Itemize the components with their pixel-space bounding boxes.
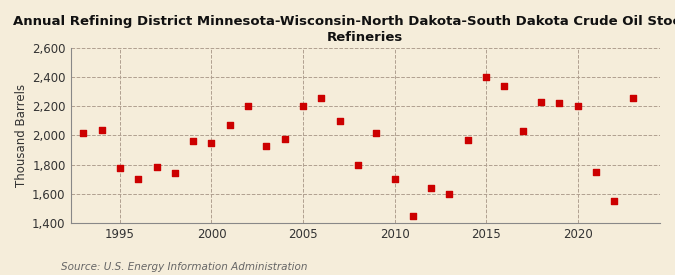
Point: [426, 186, 437, 190]
Point: [591, 170, 601, 174]
Point: [352, 162, 363, 167]
Point: [408, 213, 418, 218]
Point: [444, 191, 455, 196]
Point: [316, 95, 327, 100]
Point: [261, 144, 272, 148]
Point: [517, 129, 528, 133]
Y-axis label: Thousand Barrels: Thousand Barrels: [15, 84, 28, 187]
Point: [115, 166, 126, 170]
Point: [97, 127, 107, 132]
Point: [279, 137, 290, 141]
Point: [627, 95, 638, 100]
Point: [206, 141, 217, 145]
Point: [481, 75, 491, 79]
Title: Annual Refining District Minnesota-Wisconsin-North Dakota-South Dakota Crude Oil: Annual Refining District Minnesota-Wisco…: [14, 15, 675, 44]
Point: [389, 177, 400, 181]
Point: [243, 104, 254, 108]
Point: [298, 104, 308, 108]
Point: [188, 139, 198, 144]
Point: [609, 199, 620, 203]
Point: [462, 138, 473, 142]
Point: [572, 104, 583, 108]
Point: [334, 119, 345, 123]
Point: [151, 165, 162, 170]
Point: [133, 177, 144, 181]
Point: [224, 123, 235, 127]
Point: [499, 84, 510, 88]
Point: [535, 100, 546, 104]
Point: [169, 171, 180, 175]
Point: [554, 101, 565, 106]
Point: [78, 130, 88, 135]
Point: [371, 130, 381, 135]
Text: Source: U.S. Energy Information Administration: Source: U.S. Energy Information Administ…: [61, 262, 307, 272]
